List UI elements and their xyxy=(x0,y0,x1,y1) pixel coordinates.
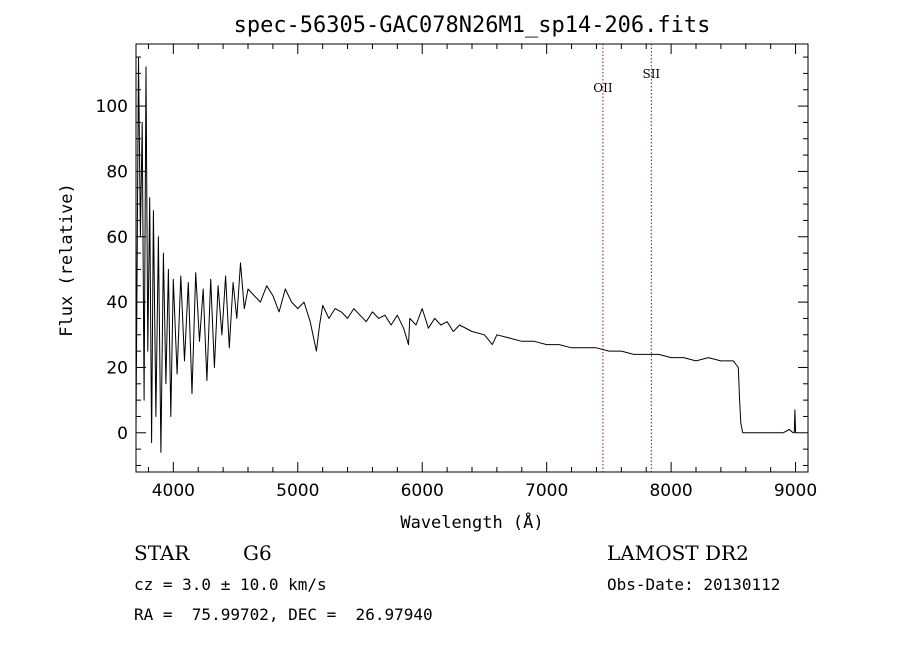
y-axis-label: Flux (relative) xyxy=(57,183,77,337)
spectrum-line xyxy=(135,56,798,453)
survey-name: LAMOST DR2 xyxy=(607,541,749,565)
plot-frame xyxy=(135,43,809,473)
y-tick-label: 80 xyxy=(106,162,128,182)
x-tick-label: 7000 xyxy=(525,481,568,501)
axis-ticks xyxy=(136,44,808,472)
redshift-cz: cz = 3.0 ± 10.0 km/s xyxy=(134,575,327,594)
y-tick-label: 100 xyxy=(96,97,128,117)
x-tick-label: 6000 xyxy=(401,481,444,501)
x-tick-label: 5000 xyxy=(276,481,319,501)
y-tick-label: 60 xyxy=(106,228,128,248)
ra-dec: RA = 75.99702, DEC = 26.97940 xyxy=(134,605,433,624)
spectrum-series xyxy=(135,56,798,453)
y-tick-label: 40 xyxy=(106,293,128,313)
subclass: G6 xyxy=(243,541,272,565)
x-tick-label: 9000 xyxy=(774,481,817,501)
chart-title: spec-56305-GAC078N26M1_sp14-206.fits xyxy=(234,13,711,38)
x-axis-label: Wavelength (Å) xyxy=(400,511,543,533)
x-tick-label: 8000 xyxy=(649,481,692,501)
y-tick-label: 0 xyxy=(117,424,128,444)
emission-line-label: SII xyxy=(642,67,660,81)
y-tick-label: 20 xyxy=(106,358,128,378)
tick-labels: 4000 5000 6000 7000 8000 9000 0 20 40 60 80 100 xyxy=(96,97,818,501)
observation-date: Obs-Date: 20130112 xyxy=(607,575,781,594)
emission-lines: OII SII xyxy=(593,44,660,472)
emission-line-label: OII xyxy=(593,81,613,95)
object-type: STAR xyxy=(134,541,190,565)
x-tick-label: 4000 xyxy=(152,481,195,501)
